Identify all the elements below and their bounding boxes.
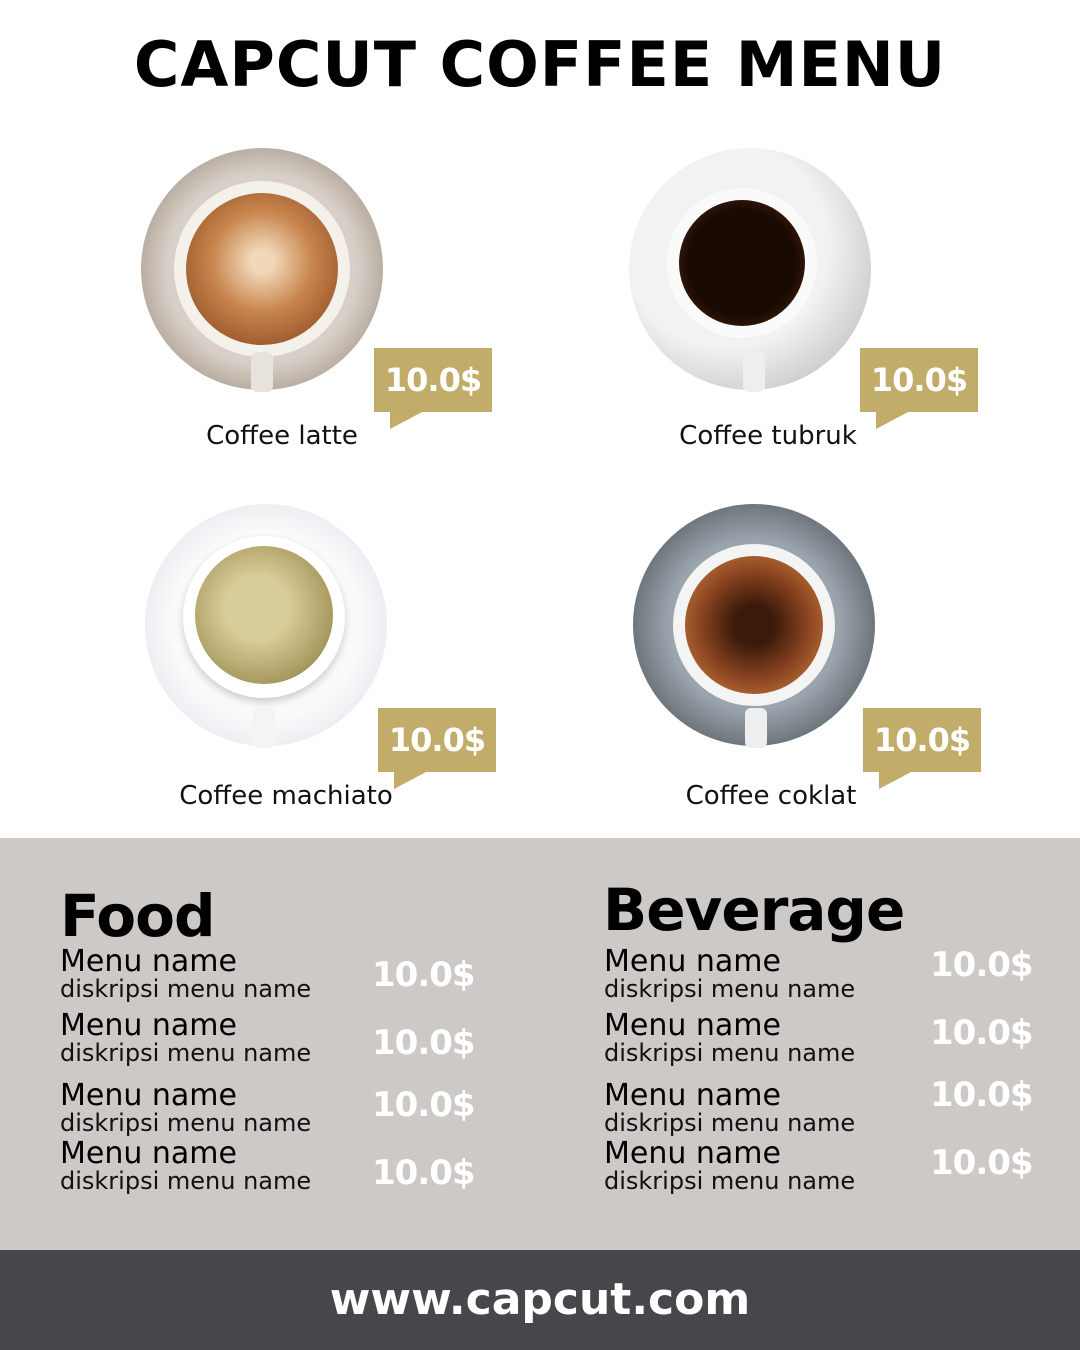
tag-tail xyxy=(394,771,428,789)
website-url: www.capcut.com xyxy=(0,1250,1080,1350)
menu-title: CAPCUT COFFEE MENU xyxy=(133,28,947,101)
beverage-item-description: diskripsi menu name xyxy=(604,975,856,1003)
coffee-machiato-image xyxy=(145,504,387,748)
coffee-latte-image xyxy=(141,148,383,392)
food-item-name: Menu name xyxy=(60,944,237,979)
price-tag-tubruk: 10.0$ xyxy=(860,348,978,429)
food-item-price: 10.0$ xyxy=(372,955,476,995)
tag-tail xyxy=(876,411,910,429)
food-item-price: 10.0$ xyxy=(372,1023,476,1063)
price-text: 10.0$ xyxy=(388,721,486,759)
beverage-item-name: Menu name xyxy=(604,1136,781,1171)
beverage-item-name: Menu name xyxy=(604,1078,781,1113)
beverage-item-price: 10.0$ xyxy=(930,945,1034,985)
beverage-item-price: 10.0$ xyxy=(930,1143,1034,1183)
tag-tail xyxy=(879,771,913,789)
food-item-name: Menu name xyxy=(60,1078,237,1113)
price-tag-coklat: 10.0$ xyxy=(863,708,981,789)
coffee-coklat-image xyxy=(633,504,875,748)
beverage-item-description: diskripsi menu name xyxy=(604,1167,856,1195)
food-item-price: 10.0$ xyxy=(372,1153,476,1193)
beverage-item-price: 10.0$ xyxy=(930,1075,1034,1115)
food-item-description: diskripsi menu name xyxy=(60,1039,312,1067)
beverage-item-name: Menu name xyxy=(604,1008,781,1043)
food-item-name: Menu name xyxy=(60,1136,237,1171)
food-item-description: diskripsi menu name xyxy=(60,1109,312,1137)
price-tag-latte: 10.0$ xyxy=(374,348,492,429)
food-item-description: diskripsi menu name xyxy=(60,1167,312,1195)
price-text: 10.0$ xyxy=(870,361,968,399)
coffee-name-coklat: Coffee coklat xyxy=(685,781,857,811)
food-title: Food xyxy=(60,882,215,950)
food-item-name: Menu name xyxy=(60,1008,237,1043)
coffee-name-tubruk: Coffee tubruk xyxy=(679,421,857,451)
beverage-item-description: diskripsi menu name xyxy=(604,1039,856,1067)
beverage-item-description: diskripsi menu name xyxy=(604,1109,856,1137)
food-item-price: 10.0$ xyxy=(372,1085,476,1125)
price-text: 10.0$ xyxy=(873,721,971,759)
price-tag-machiato: 10.0$ xyxy=(378,708,496,789)
menu-list-section: Food Beverage xyxy=(0,838,1080,1250)
coffee-name-machiato: Coffee machiato xyxy=(179,781,393,811)
food-item-description: diskripsi menu name xyxy=(60,975,312,1003)
beverage-item-name: Menu name xyxy=(604,944,781,979)
tag-tail xyxy=(390,411,424,429)
beverage-item-price: 10.0$ xyxy=(930,1013,1034,1053)
coffee-tubruk-image xyxy=(629,148,871,392)
price-text: 10.0$ xyxy=(384,361,482,399)
coffee-name-latte: Coffee latte xyxy=(206,421,358,451)
beverage-title: Beverage xyxy=(603,876,905,944)
